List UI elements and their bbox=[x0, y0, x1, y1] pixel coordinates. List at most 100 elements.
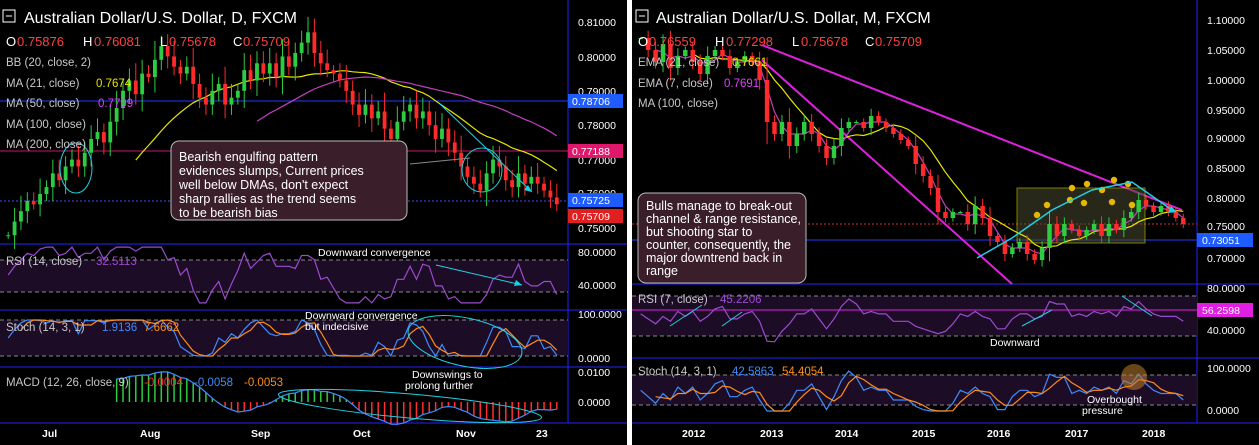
candle bbox=[357, 104, 361, 115]
candle bbox=[1106, 224, 1112, 236]
indicator-label[interactable]: MA (21, close) bbox=[6, 78, 80, 90]
annotation-line: evidences slumps, Current prices bbox=[179, 164, 364, 178]
indicator-label[interactable]: BB (20, close, 2) bbox=[6, 57, 91, 69]
candle bbox=[675, 56, 681, 68]
annotation-box bbox=[170, 140, 408, 221]
candle bbox=[427, 111, 432, 126]
daily-chart-panel[interactable]: Bearish engulfing pattern evidences slum… bbox=[0, 0, 627, 445]
candle bbox=[697, 62, 703, 74]
rsi-note: Downward convergence bbox=[318, 247, 431, 259]
candle bbox=[1173, 212, 1179, 218]
rsi-label[interactable]: RSI (7, close) bbox=[638, 294, 708, 306]
price-tag-label: 0.75709 bbox=[572, 211, 610, 223]
x-tick: 2014 bbox=[835, 428, 859, 440]
stoch-tick: 0.0000 bbox=[1207, 405, 1239, 417]
y-tick: 0.95000 bbox=[1207, 105, 1245, 117]
price-tag bbox=[568, 193, 623, 207]
rsi-tick: 80.0000 bbox=[1207, 283, 1245, 295]
candle bbox=[210, 90, 215, 105]
candle bbox=[958, 212, 963, 213]
candle bbox=[146, 73, 151, 78]
high-value: 0.76081 bbox=[94, 34, 141, 49]
y-tick: 0.80000 bbox=[1207, 193, 1245, 205]
rsi-label[interactable]: RSI (14, close) bbox=[6, 256, 82, 268]
macd-label[interactable]: MACD (12, 26, close, 9) bbox=[6, 377, 129, 389]
candle bbox=[653, 50, 658, 62]
candle bbox=[433, 125, 438, 139]
candle bbox=[497, 159, 502, 167]
candle bbox=[312, 32, 317, 53]
svg-text:H: H bbox=[83, 34, 92, 49]
annotation-line: Bearish engulfing pattern bbox=[179, 150, 318, 164]
indicator-label[interactable]: MA (200, close) bbox=[6, 139, 86, 151]
candle bbox=[57, 173, 62, 181]
channel-lower bbox=[761, 59, 1013, 285]
annotation-line: to be bearish bias bbox=[179, 206, 278, 220]
candle bbox=[318, 52, 323, 64]
stoch-d-line bbox=[20, 319, 558, 357]
candle bbox=[705, 56, 710, 74]
candle bbox=[883, 122, 889, 128]
svg-text:O: O bbox=[6, 34, 16, 49]
candle bbox=[172, 56, 176, 67]
candle bbox=[891, 128, 896, 134]
stoch-label[interactable]: Stoch (14, 3, 1) bbox=[638, 366, 717, 378]
candle bbox=[1114, 224, 1119, 230]
candle bbox=[1069, 224, 1075, 230]
candle bbox=[846, 122, 852, 128]
candle bbox=[1091, 224, 1097, 230]
candle bbox=[920, 164, 926, 176]
candle bbox=[31, 200, 36, 205]
svg-text:H: H bbox=[715, 34, 724, 49]
annotation-line: major downtrend back in bbox=[646, 251, 782, 265]
price-tag-label: 0.77188 bbox=[572, 146, 610, 158]
candle bbox=[913, 146, 918, 164]
chart-title: Australian Dollar/U.S. Dollar, M, FXCM bbox=[656, 10, 931, 27]
collapse-icon[interactable] bbox=[635, 9, 649, 23]
indicator-label[interactable]: EMA (7, close) bbox=[638, 78, 713, 90]
candle bbox=[471, 176, 476, 184]
macd-value: -0.0058 bbox=[194, 377, 233, 389]
candle bbox=[229, 97, 234, 105]
indicator-label[interactable]: MA (100, close) bbox=[638, 98, 718, 110]
indicator-label[interactable]: EMA (21, close) bbox=[638, 57, 719, 69]
macd-line bbox=[116, 371, 557, 425]
annotation-box bbox=[637, 192, 807, 284]
candle bbox=[127, 80, 132, 91]
candle bbox=[331, 70, 336, 74]
collapse-icon[interactable] bbox=[2, 9, 16, 23]
candle bbox=[772, 122, 777, 134]
candle bbox=[727, 56, 733, 68]
x-tick: Jul bbox=[42, 428, 57, 440]
daily-chart-svg[interactable]: Bearish engulfing pattern evidences slum… bbox=[0, 0, 627, 445]
candle bbox=[274, 63, 279, 78]
candle bbox=[906, 140, 911, 146]
candle bbox=[1158, 206, 1164, 212]
y-tick: 0.90000 bbox=[1207, 133, 1245, 145]
open-value: 0.75876 bbox=[17, 34, 64, 49]
indicator-label[interactable]: MA (100, close) bbox=[6, 119, 86, 131]
candle bbox=[779, 122, 785, 134]
stoch-ellipse bbox=[407, 315, 523, 369]
candle bbox=[1121, 218, 1127, 230]
candle bbox=[1181, 218, 1186, 224]
stoch-label[interactable]: Stoch (14, 3, 1) bbox=[6, 322, 85, 334]
candle bbox=[363, 104, 368, 115]
price-tag-label: 0.73051 bbox=[1202, 235, 1240, 247]
candle bbox=[935, 188, 941, 212]
overbought-marker bbox=[1121, 364, 1147, 390]
candle bbox=[529, 176, 534, 184]
candle bbox=[1054, 224, 1060, 236]
indicator-label[interactable]: MA (50, close) bbox=[6, 98, 80, 110]
candle bbox=[408, 104, 412, 112]
candle bbox=[742, 56, 747, 62]
indicator-value: 0.7674 bbox=[96, 78, 132, 90]
monthly-chart-panel[interactable]: Bulls manage to break-out channel & rang… bbox=[632, 0, 1259, 445]
candle bbox=[350, 90, 355, 105]
stoch-d-line bbox=[655, 375, 1184, 412]
x-tick: Sep bbox=[251, 428, 270, 440]
monthly-chart-svg[interactable]: Bulls manage to break-out channel & rang… bbox=[632, 0, 1259, 445]
rsi-value: 32.5113 bbox=[96, 256, 137, 268]
candle bbox=[809, 122, 814, 134]
rsi-tick: 40.0000 bbox=[1207, 325, 1245, 337]
